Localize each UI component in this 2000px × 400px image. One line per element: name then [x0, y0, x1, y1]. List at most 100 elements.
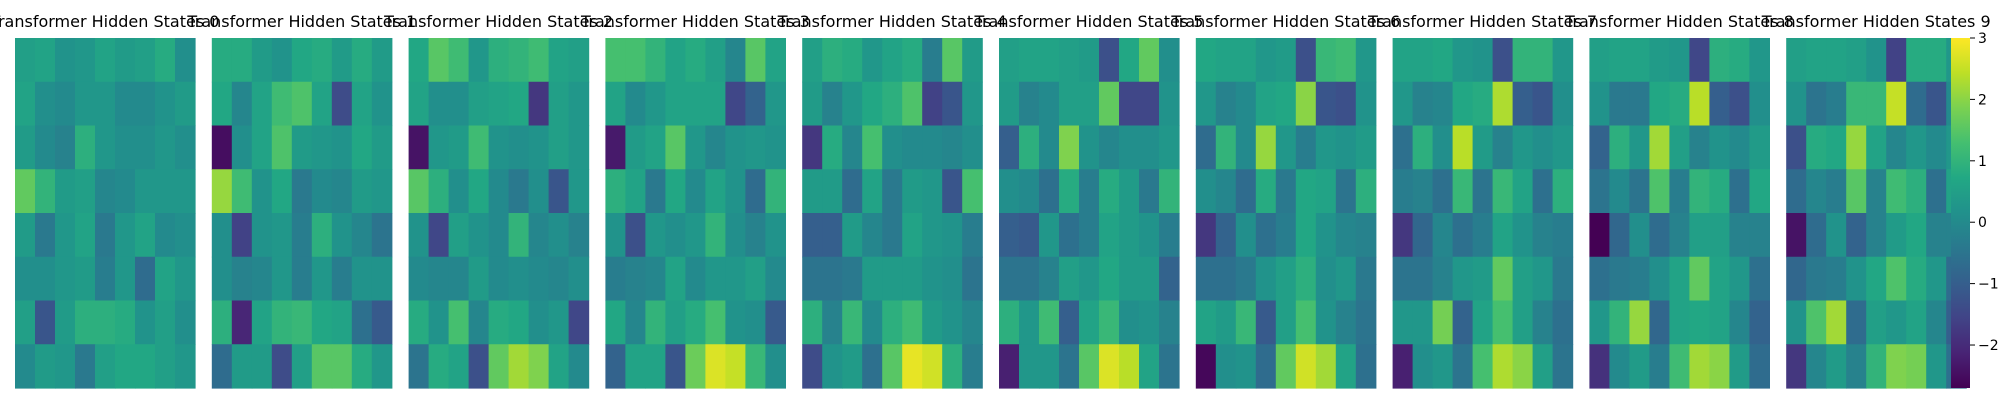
heatmap-cell [1729, 344, 1750, 389]
heatmap-cell [1079, 256, 1100, 302]
heatmap-cell [1649, 300, 1670, 345]
heatmap-cell [1532, 300, 1554, 345]
heatmap-cell [488, 256, 510, 302]
heatmap-cell [75, 213, 96, 258]
heatmap-cell [155, 300, 176, 345]
heatmap-cell [508, 38, 530, 83]
heatmap-cell [95, 213, 116, 258]
heatmap-panel-8 [1589, 38, 1770, 389]
heatmap-cell [311, 38, 333, 83]
heatmap-cell [271, 300, 293, 345]
heatmap-cell [1159, 169, 1180, 214]
heatmap-cell [1689, 169, 1710, 214]
heatmap-cell [962, 169, 983, 214]
heatmap-cell [802, 81, 823, 127]
heatmap-cell [1195, 125, 1217, 170]
heatmap-cell [685, 256, 706, 302]
heatmap-cell [1392, 300, 1414, 345]
heatmap-cell [862, 213, 883, 258]
heatmap-cell [35, 344, 56, 389]
heatmap-cell [1159, 256, 1180, 302]
heatmap-cell [1139, 213, 1160, 258]
heatmap-cell [1452, 38, 1474, 83]
heatmap-cell [1472, 256, 1494, 302]
heatmap-cell [1669, 81, 1690, 127]
heatmap-cell [211, 81, 233, 127]
heatmap-cell [1512, 344, 1534, 389]
heatmap-cell [1846, 344, 1867, 389]
heatmap-cell [1315, 344, 1337, 389]
heatmap-cell [1492, 169, 1514, 214]
heatmap-cell [1926, 213, 1947, 258]
heatmap-cell [1335, 256, 1357, 302]
heatmap-cell [95, 344, 116, 389]
heatmap-cell [528, 213, 550, 258]
heatmap-cell [1609, 300, 1630, 345]
colorbar-tick-label: 0 [1978, 215, 1987, 231]
heatmap-cell [665, 125, 686, 170]
heatmap-cell [942, 256, 963, 302]
heatmap-cell [15, 256, 36, 302]
heatmap-cell [115, 213, 136, 258]
heatmap-cell [1552, 38, 1574, 83]
heatmap-cell [135, 81, 156, 127]
heatmap-cell [1235, 169, 1257, 214]
heatmap-cell [1826, 256, 1847, 302]
heatmap-cell [1826, 81, 1847, 127]
heatmap-cell [211, 344, 233, 389]
heatmap-cell [331, 125, 353, 170]
heatmap-cell [1886, 213, 1907, 258]
heatmap-cell [231, 344, 253, 389]
heatmap-cell [1749, 256, 1770, 302]
heatmap-cell [1099, 81, 1120, 127]
heatmap-cell [1689, 213, 1710, 258]
heatmap-cell [705, 169, 726, 214]
heatmap-cell [1039, 213, 1060, 258]
heatmap-cell [251, 38, 273, 83]
heatmap-cell [508, 344, 530, 389]
heatmap-cell [1139, 300, 1160, 345]
heatmap-cell [351, 38, 373, 83]
heatmap-cell [725, 125, 746, 170]
panel-title-1: Transformer Hidden States 1 [186, 12, 416, 31]
heatmap-cell [1392, 38, 1414, 83]
heatmap-cell [155, 213, 176, 258]
heatmap-cell [1552, 125, 1574, 170]
heatmap-cell [1689, 300, 1710, 345]
heatmap-cell [1709, 38, 1730, 83]
heatmap-cell [1906, 169, 1927, 214]
heatmap-panel-4 [802, 38, 983, 389]
heatmap-cell [155, 256, 176, 302]
heatmap-cell [1039, 256, 1060, 302]
heatmap-cell [1235, 125, 1257, 170]
heatmap-cell [765, 125, 786, 170]
heatmap-cell [802, 125, 823, 170]
heatmap-cell [922, 256, 943, 302]
heatmap-cell [1255, 125, 1277, 170]
heatmap-cell [1295, 169, 1317, 214]
heatmap-cell [1255, 344, 1277, 389]
heatmap-cell [35, 38, 56, 83]
heatmap-cell [645, 213, 666, 258]
heatmap-cell [1099, 256, 1120, 302]
heatmap-cell [1806, 256, 1827, 302]
heatmap-cell [135, 256, 156, 302]
heatmap-cell [1139, 256, 1160, 302]
heatmap-cell [822, 169, 843, 214]
heatmap-cell [1589, 300, 1610, 345]
heatmap-cell [528, 344, 550, 389]
heatmap-cell [351, 344, 373, 389]
heatmap-cell [1492, 81, 1514, 127]
heatmap-cell [685, 38, 706, 83]
heatmap-cell [1392, 81, 1414, 127]
heatmap-cell [822, 300, 843, 345]
heatmap-cell [1552, 213, 1574, 258]
heatmap-cell [251, 81, 273, 127]
heatmap-cell [822, 344, 843, 389]
heatmap-cell [1886, 38, 1907, 83]
heatmap-cell [291, 125, 313, 170]
heatmap-cell [448, 256, 470, 302]
heatmap-cell [765, 300, 786, 345]
heatmap-cell [1139, 38, 1160, 83]
heatmap-cell [1019, 213, 1040, 258]
